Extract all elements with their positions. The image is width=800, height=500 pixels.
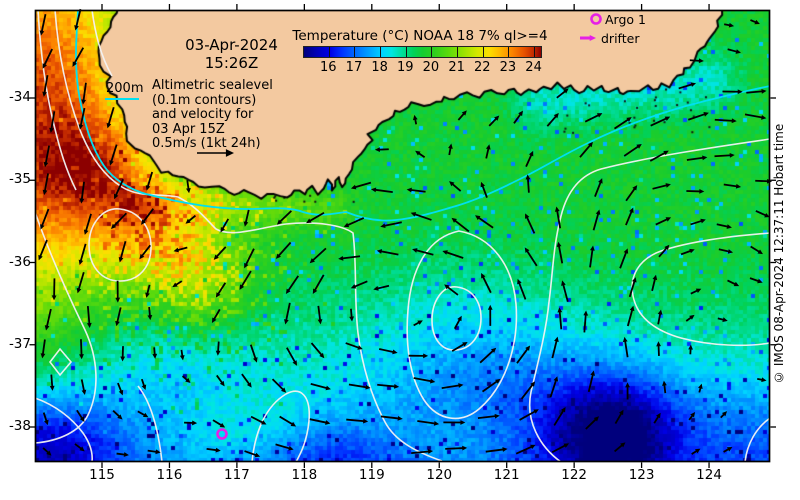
- x-axis-tick-label: 120: [426, 467, 453, 483]
- x-axis-tick-label: 122: [561, 467, 588, 483]
- colorbar-tick-mark: [328, 47, 330, 57]
- bathymetry-label: 200m: [106, 81, 144, 96]
- altimetry-note: Altimetric sealevel (0.1m contours) and ve…: [152, 78, 273, 152]
- x-axis-tick-label: 123: [628, 467, 655, 483]
- altimetry-note-line: Altimetric sealevel: [152, 78, 273, 93]
- x-axis-tick-label: 119: [358, 467, 385, 483]
- colorbar-tick-mark: [457, 47, 459, 57]
- colorbar-tick-mark: [534, 47, 536, 57]
- colorbar-tick-mark: [405, 47, 407, 57]
- colorbar-tick-label: 22: [473, 60, 491, 75]
- colorbar-tick-mark: [354, 47, 356, 57]
- altimetry-note-line: 0.5m/s (1kt 24h): [152, 136, 261, 152]
- colorbar-tick-mark: [380, 47, 382, 57]
- altimetry-note-line: (0.1m contours): [152, 92, 257, 108]
- argo-legend-label: Argo 1: [605, 12, 646, 27]
- x-axis-tick-label: 116: [156, 467, 183, 483]
- colorbar-tick-label: 17: [345, 60, 363, 75]
- colorbar-tick-label: 21: [448, 60, 465, 75]
- colorbar-title: Temperature (°C) NOAA 18 7% ql>=4: [292, 28, 548, 44]
- x-axis-tick-label: 117: [224, 467, 250, 483]
- x-axis-tick-label: 118: [291, 467, 318, 483]
- imos-watermark: © IMOS 08-Apr-2024 12:37:11 Hobart time: [772, 123, 786, 385]
- colorbar-tick-mark: [431, 47, 433, 57]
- y-axis-tick-label: -36: [8, 253, 31, 270]
- map-time: 15:26Z: [204, 54, 259, 72]
- colorbar-tick-mark: [508, 47, 510, 57]
- colorbar-tick-label: 18: [371, 60, 388, 75]
- x-axis-tick-label: 115: [89, 467, 115, 483]
- sst-raster-canvas: [35, 10, 770, 462]
- colorbar-tick-label: 16: [320, 60, 337, 75]
- x-axis-tick-label: 121: [493, 467, 520, 483]
- colorbar-tick-mark: [482, 47, 484, 57]
- colorbar-tick-label: 23: [499, 60, 517, 75]
- map-date: 03-Apr-2024: [185, 36, 278, 54]
- y-axis-tick-label: -37: [8, 335, 31, 352]
- y-axis-tick-label: -34: [8, 89, 31, 105]
- altimetry-note-line: 03 Apr 15Z: [152, 121, 225, 137]
- temperature-colorbar: [303, 46, 542, 58]
- x-axis-tick-label: 124: [696, 467, 722, 483]
- colorbar-tick-label: 19: [396, 60, 414, 75]
- drifter-legend-label: drifter: [601, 31, 640, 46]
- y-axis-tick-label: -38: [8, 418, 31, 434]
- colorbar-tick-label: 20: [422, 60, 440, 75]
- colorbar-tick-label: 24: [525, 60, 542, 75]
- y-axis-tick-label: -35: [8, 171, 31, 188]
- altimetry-note-line: and velocity for: [152, 107, 254, 123]
